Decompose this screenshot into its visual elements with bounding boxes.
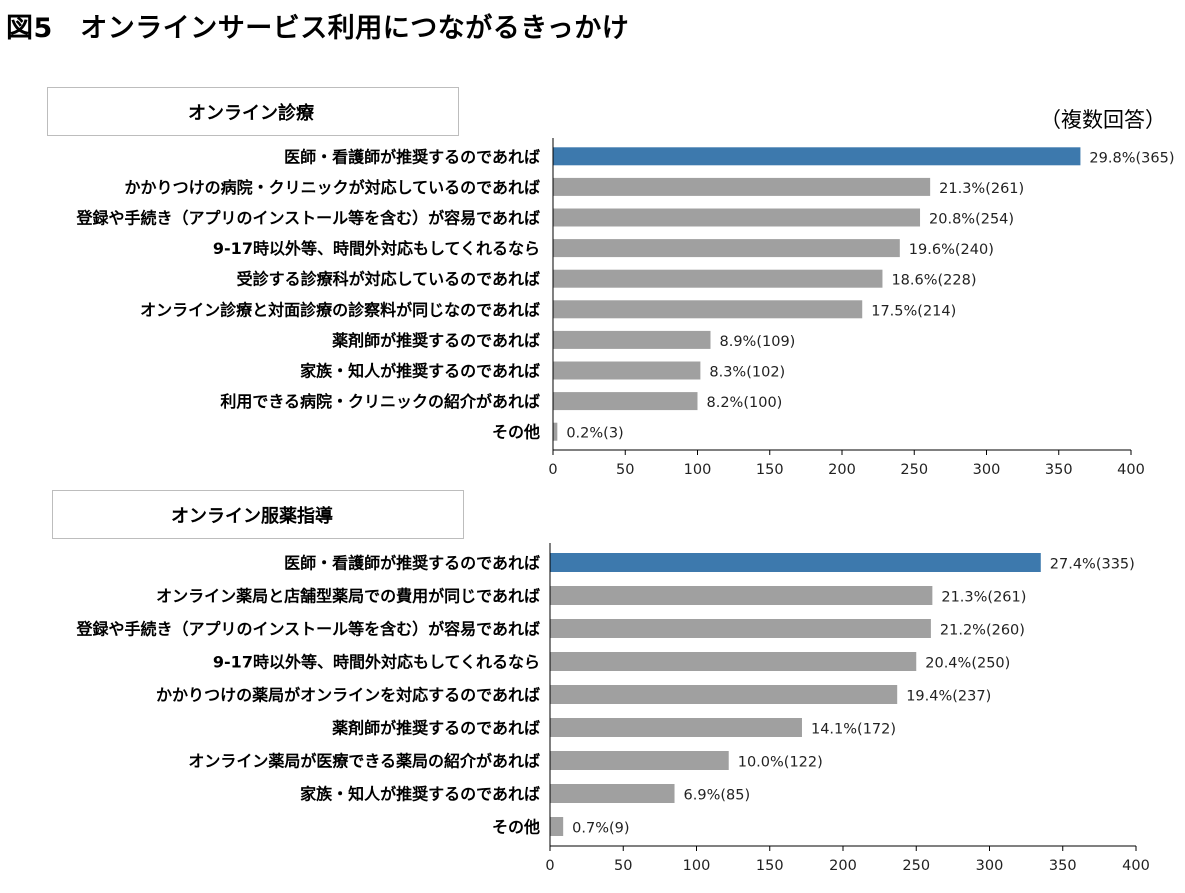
chart1-category-label: 医師・看護師が推奨するのであれば <box>284 147 540 166</box>
chart1-bar <box>553 147 1081 166</box>
chart1-bar <box>553 392 698 411</box>
chart1-x-tick-label: 0 <box>548 462 557 478</box>
chart2-data-label: 10.0%(122) <box>738 755 823 771</box>
chart1-bar <box>553 177 931 196</box>
chart2-data-label: 14.1%(172) <box>811 722 896 738</box>
chart1-x-tick-label: 100 <box>684 462 712 478</box>
chart2-category-label: 医師・看護師が推奨するのであれば <box>284 554 540 573</box>
chart1-x-tick-label: 150 <box>756 462 784 478</box>
chart2-category-label: 9-17時以外等、時間外対応もしてくれるなら <box>213 653 540 672</box>
chart2-category-label: 家族・知人が推奨するのであれば <box>300 785 540 804</box>
chart1-category-label: 家族・知人が推奨するのであれば <box>300 362 540 381</box>
chart1-category-label: 9-17時以外等、時間外対応もしてくれるなら <box>213 239 540 258</box>
chart2-data-label: 0.7%(9) <box>572 821 629 837</box>
chart1-bar <box>553 422 558 441</box>
chart1-x-tick-label: 250 <box>900 462 928 478</box>
chart2-data-label: 19.4%(237) <box>906 689 991 705</box>
chart2-category-label: 薬剤師が推奨するのであれば <box>331 719 540 738</box>
chart2-data-label: 21.3%(261) <box>941 590 1026 606</box>
chart2-bar <box>550 553 1041 572</box>
chart1-category-label: かかりつけの病院・クリニックが対応しているのであれば <box>124 178 540 197</box>
chart2-bar <box>550 586 933 605</box>
chart2-category-label: 登録や手続き（アプリのインストール等を含む）が容易であれば <box>75 620 540 639</box>
chart2-data-label: 6.9%(85) <box>684 788 751 804</box>
chart1-category-label: 利用できる病院・クリニックの紹介があれば <box>220 392 540 411</box>
chart1-x-tick-label: 350 <box>1045 462 1073 478</box>
chart2-x-tick-label: 250 <box>902 858 930 874</box>
chart2-bar <box>550 652 917 671</box>
chart2-data-label: 20.4%(250) <box>925 656 1010 672</box>
chart2-x-tick-label: 200 <box>829 858 857 874</box>
chart2-category-label: かかりつけの薬局がオンラインを対応するのであれば <box>156 686 540 705</box>
chart2-bar <box>550 685 898 704</box>
chart2-category-label: オンライン薬局と店舗型薬局での費用が同じであれば <box>156 587 540 606</box>
chart1-x-tick-label: 400 <box>1117 462 1145 478</box>
chart1-data-label: 20.8%(254) <box>929 212 1014 228</box>
chart1-x-tick-label: 50 <box>616 462 634 478</box>
chart1-x-tick-label: 300 <box>973 462 1001 478</box>
chart1-data-label: 19.6%(240) <box>909 242 994 258</box>
chart1-bar <box>553 208 921 227</box>
chart1-title: オンライン診療 <box>188 102 314 124</box>
chart1-data-label: 29.8%(365) <box>1089 150 1174 166</box>
chart2-category-label: その他 <box>492 818 540 837</box>
chart2-bar <box>550 784 675 803</box>
chart1-bar <box>553 361 701 380</box>
chart2-bar <box>550 817 564 836</box>
chart1-category-label: その他 <box>492 423 540 442</box>
chart1-data-label: 0.2%(3) <box>566 426 623 442</box>
chart2-bar <box>550 718 802 737</box>
chart2-title-box: オンライン服薬指導 <box>52 490 464 539</box>
chart2-x-tick-label: 300 <box>976 858 1004 874</box>
chart2-bar <box>550 751 729 770</box>
chart1-data-label: 8.3%(102) <box>709 365 785 381</box>
chart1-bar <box>553 239 900 258</box>
chart1-data-label: 18.6%(228) <box>891 273 976 289</box>
chart2-x-tick-label: 150 <box>756 858 784 874</box>
chart1-category-label: 受診する診療科が対応しているのであれば <box>237 270 540 289</box>
chart1-category-label: 登録や手続き（アプリのインストール等を含む）が容易であれば <box>75 209 540 228</box>
chart1-data-label: 8.9%(109) <box>720 334 796 350</box>
chart2-x-tick-label: 400 <box>1122 858 1150 874</box>
chart1-data-label: 17.5%(214) <box>871 303 956 319</box>
chart1-x-tick-label: 200 <box>828 462 856 478</box>
chart1-category-label: 薬剤師が推奨するのであれば <box>331 331 540 350</box>
chart1-category-label: オンライン診療と対面診療の診察料が同じなのであれば <box>140 300 540 319</box>
chart1-data-label: 8.2%(100) <box>707 395 783 411</box>
chart1-bar <box>553 269 883 288</box>
chart2-data-label: 27.4%(335) <box>1050 557 1135 573</box>
multiple-answer-note: （複数回答） <box>1040 108 1166 132</box>
chart2-title: オンライン服薬指導 <box>171 505 333 527</box>
chart2-x-tick-label: 350 <box>1049 858 1077 874</box>
chart2-data-label: 21.2%(260) <box>940 623 1025 639</box>
chart2-category-label: オンライン薬局が医療できる薬局の紹介があれば <box>188 752 540 771</box>
chart2-bar <box>550 619 931 638</box>
chart1-title-box: オンライン診療 <box>47 87 459 136</box>
chart1-bar <box>553 300 863 319</box>
chart2-x-tick-label: 50 <box>614 858 632 874</box>
chart1-data-label: 21.3%(261) <box>939 181 1024 197</box>
figure-title: 図5 オンラインサービス利用につながるきっかけ <box>6 13 630 44</box>
chart2-x-tick-label: 100 <box>683 858 711 874</box>
chart2-x-tick-label: 0 <box>545 858 554 874</box>
chart1-bar <box>553 330 711 349</box>
